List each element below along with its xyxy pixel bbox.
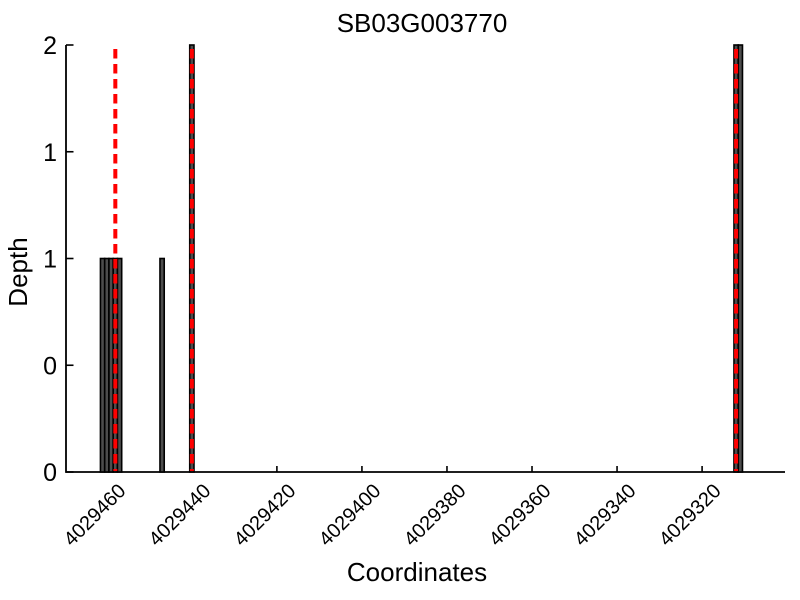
x-axis-tick-label: 4029420 (230, 480, 301, 551)
x-axis-tick-label: 4029380 (400, 480, 471, 551)
x-axis-tick-label: 4029360 (485, 480, 556, 551)
depth-bars-group (99, 44, 744, 473)
x-axis-tick-label: 4029460 (60, 480, 131, 551)
x-axis-label: Coordinates (347, 557, 487, 587)
axis-frame-group (65, 45, 785, 473)
y-axis-tick-label: 1 (43, 246, 57, 274)
y-axis-tick-label: 0 (43, 352, 57, 380)
y-axis-label: Depth (3, 237, 33, 306)
y-axis-tick-label: 2 (43, 32, 57, 60)
depth-bar (159, 257, 166, 473)
y-axis-tick-label: 1 (43, 139, 57, 167)
depth-bar (188, 44, 195, 473)
axis-frame (65, 45, 785, 473)
x-axis-tick-label: 4029320 (655, 480, 726, 551)
x-axis-tick-label: 4029400 (315, 480, 386, 551)
x-axis-tick-label: 4029340 (570, 480, 641, 551)
y-axis-tick-label: 0 (43, 459, 57, 487)
chart-title: SB03G003770 (337, 8, 508, 38)
x-axis-tick-label: 4029440 (145, 480, 216, 551)
depth-bar (737, 44, 744, 473)
variant-marker-lines-group (113, 49, 739, 471)
depth-bar (116, 257, 123, 473)
